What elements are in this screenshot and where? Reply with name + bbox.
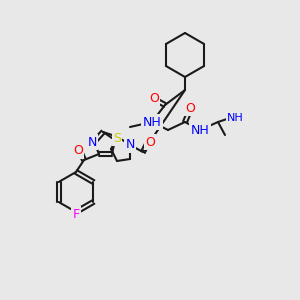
Text: O: O bbox=[149, 92, 159, 104]
Text: O: O bbox=[73, 145, 83, 158]
Text: S: S bbox=[113, 131, 121, 145]
Text: O: O bbox=[185, 101, 195, 115]
Text: NH: NH bbox=[226, 113, 243, 123]
Text: N: N bbox=[125, 139, 135, 152]
Text: NH: NH bbox=[190, 124, 209, 136]
Text: N: N bbox=[87, 136, 97, 148]
Text: O: O bbox=[145, 136, 155, 148]
Text: NH: NH bbox=[142, 116, 161, 128]
Text: F: F bbox=[72, 208, 80, 220]
